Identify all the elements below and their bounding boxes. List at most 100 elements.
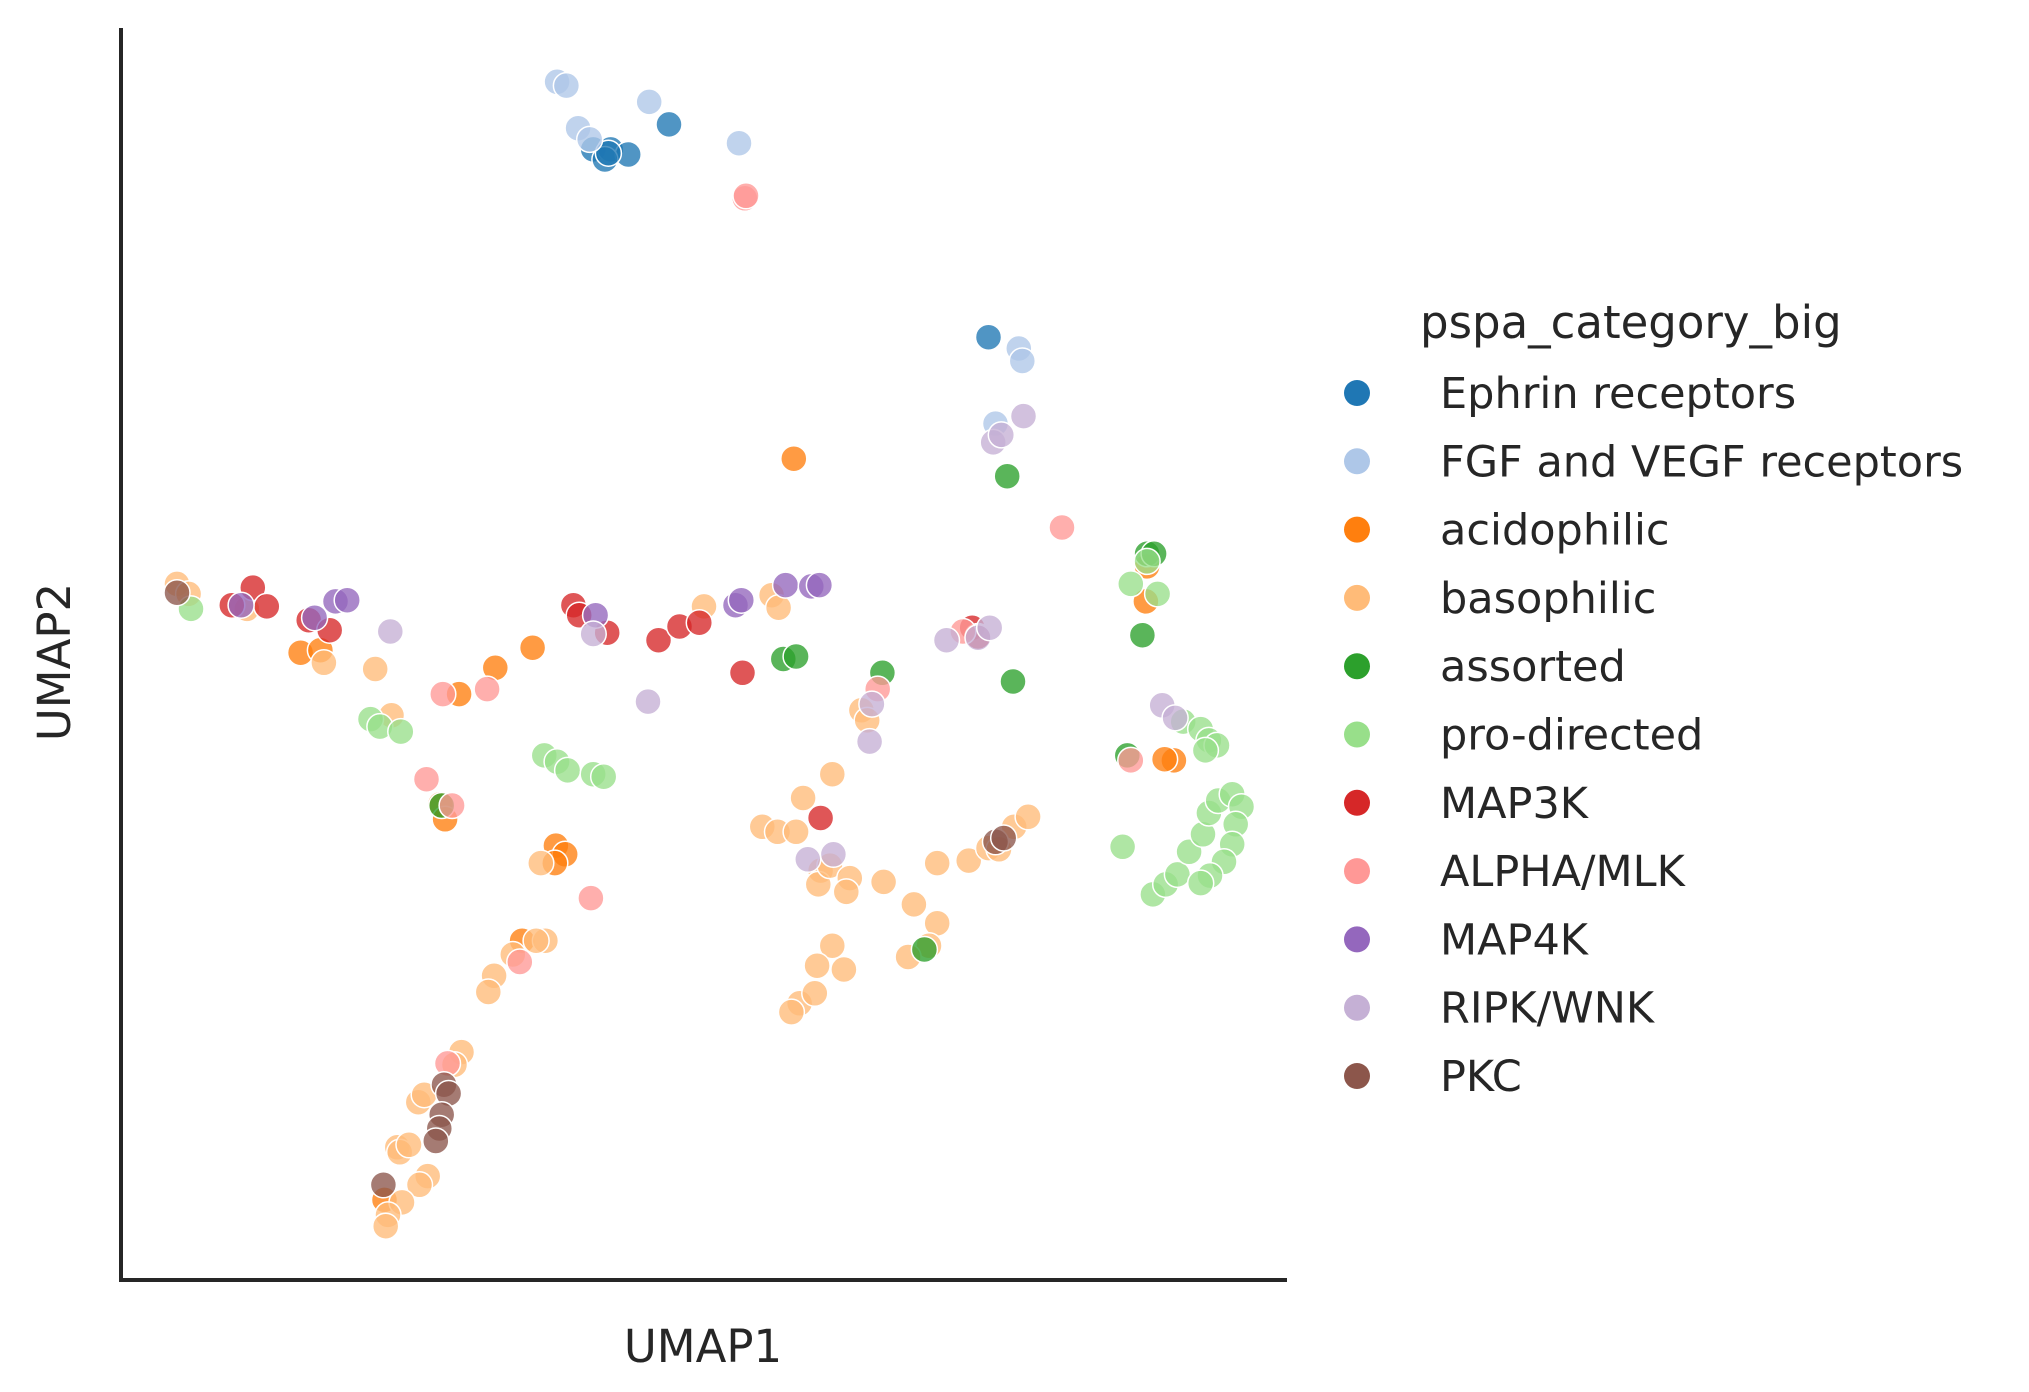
data-point-basophilic-42 xyxy=(474,978,503,1006)
data-point-pro-directed-3 xyxy=(387,717,415,746)
data-point-pkc-8 xyxy=(369,1171,398,1199)
data-point-fgf-and-vegf-receptors-8 xyxy=(575,125,604,154)
data-point-basophilic-34 xyxy=(803,951,831,980)
legend-marker-map3k xyxy=(1344,789,1370,816)
y-axis-label: UMAP2 xyxy=(28,583,81,741)
data-point-assorted-2 xyxy=(1128,621,1157,649)
data-point-pro-directed-11 xyxy=(1143,580,1172,608)
legend-item-acidophilic: acidophilic xyxy=(1344,506,1670,556)
data-point-ephrin-receptors-6 xyxy=(594,139,623,167)
data-point-basophilic-21 xyxy=(869,868,898,896)
data-point-ripk-wnk-10 xyxy=(855,727,884,756)
legend-item-ripk-wnk: RIPK/WNK xyxy=(1344,984,1656,1034)
legend-label-ephrin-receptors: Ephrin receptors xyxy=(1440,369,1796,419)
data-point-basophilic-33 xyxy=(830,955,858,984)
data-point-ripk-wnk-14 xyxy=(1161,704,1189,732)
legend-label-fgf-and-vegf-receptors: FGF and VEGF receptors xyxy=(1440,437,1963,487)
legend-marker-pkc xyxy=(1344,1063,1370,1089)
data-point-basophilic-4 xyxy=(361,655,389,683)
x-axis-label: UMAP1 xyxy=(624,1320,782,1373)
data-point-fgf-and-vegf-receptors-6 xyxy=(1008,347,1037,375)
data-point-alpha-mlk-2 xyxy=(429,680,457,708)
data-point-pkc-7 xyxy=(422,1127,450,1155)
legend-label-map3k: MAP3K xyxy=(1440,779,1590,829)
legend-label-assorted: assorted xyxy=(1440,642,1626,692)
data-point-basophilic-12 xyxy=(789,784,817,812)
data-point-alpha-mlk-6 xyxy=(577,884,605,912)
data-point-fgf-and-vegf-receptors-4 xyxy=(725,129,753,157)
legend-marker-alpha-mlk xyxy=(1344,858,1370,885)
data-point-map3k-2 xyxy=(253,592,281,621)
legend-label-acidophilic: acidophilic xyxy=(1440,506,1670,556)
legend-marker-ephrin-receptors xyxy=(1344,380,1370,406)
data-point-alpha-mlk-4 xyxy=(412,765,441,793)
data-point-acidophilic-0 xyxy=(780,444,808,473)
data-point-ripk-wnk-0 xyxy=(1009,402,1038,430)
data-point-acidophilic-15 xyxy=(1150,745,1179,773)
data-point-ephrin-receptors-4 xyxy=(655,110,683,139)
data-point-acidophilic-1 xyxy=(518,633,547,662)
data-point-assorted-6 xyxy=(999,667,1027,696)
series-pro-directed xyxy=(177,547,1256,909)
legend-item-ephrin-receptors: Ephrin receptors xyxy=(1344,369,1796,419)
data-point-basophilic-36 xyxy=(777,998,806,1026)
data-point-basophilic-28 xyxy=(900,890,928,919)
data-point-pkc-0 xyxy=(163,578,191,607)
legend-label-basophilic: basophilic xyxy=(1440,574,1656,624)
data-point-alpha-mlk-10 xyxy=(1048,513,1076,542)
data-point-assorted-7 xyxy=(993,462,1021,490)
data-point-map3k-12 xyxy=(806,804,835,832)
data-point-ripk-wnk-7 xyxy=(975,613,1004,642)
data-point-ripk-wnk-9 xyxy=(858,690,886,718)
legend-item-pro-directed: pro-directed xyxy=(1344,711,1703,761)
data-point-ripk-wnk-12 xyxy=(794,845,822,874)
data-point-basophilic-37 xyxy=(801,979,829,1008)
legend: pspa_category_big Ephrin receptors FGF an… xyxy=(1344,296,1963,1102)
legend-label-pro-directed: pro-directed xyxy=(1440,711,1703,761)
data-point-basophilic-3 xyxy=(310,649,338,677)
data-point-pro-directed-16 xyxy=(1191,736,1220,765)
data-point-assorted-10 xyxy=(910,935,939,964)
data-point-ripk-wnk-5 xyxy=(634,687,662,716)
data-point-alpha-mlk-12 xyxy=(1117,746,1145,775)
data-point-alpha-mlk-5 xyxy=(438,791,466,820)
legend-item-basophilic: basophilic xyxy=(1344,574,1656,624)
data-point-alpha-mlk-3 xyxy=(473,675,501,703)
data-point-map3k-10 xyxy=(685,608,714,637)
data-point-pro-directed-10 xyxy=(1117,570,1145,598)
data-point-map3k-11 xyxy=(728,659,757,687)
data-point-map4k-3 xyxy=(333,586,361,614)
data-point-pro-directed-8 xyxy=(589,762,618,791)
legend-marker-map4k xyxy=(1344,926,1370,953)
data-point-basophilic-32 xyxy=(818,931,847,960)
series-map4k xyxy=(227,571,834,632)
data-point-ripk-wnk-11 xyxy=(819,840,848,869)
data-point-ripk-wnk-8 xyxy=(932,626,961,654)
data-point-pro-directed-31 xyxy=(1186,869,1215,897)
legend-item-assorted: assorted xyxy=(1344,642,1626,692)
data-point-basophilic-49 xyxy=(395,1131,423,1159)
legend-marker-pro-directed xyxy=(1344,721,1370,748)
legend-marker-basophilic xyxy=(1344,584,1370,611)
data-point-basophilic-22 xyxy=(923,849,951,877)
data-point-pro-directed-6 xyxy=(553,756,582,785)
legend-item-map4k: MAP4K xyxy=(1344,915,1590,965)
series-alpha-mlk xyxy=(412,182,1145,1078)
legend-items: Ephrin receptors FGF and VEGF receptors ac… xyxy=(1344,369,1963,1102)
legend-item-fgf-and-vegf-receptors: FGF and VEGF receptors xyxy=(1344,437,1963,487)
data-point-alpha-mlk-7 xyxy=(506,948,534,976)
data-point-basophilic-27 xyxy=(1014,803,1042,831)
legend-marker-ripk-wnk xyxy=(1344,994,1370,1021)
series-basophilic xyxy=(163,570,1042,1240)
data-point-alpha-mlk-1 xyxy=(732,182,760,210)
legend-label-alpha-mlk: ALPHA/MLK xyxy=(1440,847,1687,897)
legend-item-pkc: PKC xyxy=(1344,1052,1522,1102)
legend-item-map3k: MAP3K xyxy=(1344,779,1590,829)
data-point-basophilic-51 xyxy=(405,1171,434,1199)
legend-item-alpha-mlk: ALPHA/MLK xyxy=(1344,847,1687,897)
legend-title: pspa_category_big xyxy=(1420,296,1842,349)
series-ephrin-receptors xyxy=(579,110,1003,351)
points-layer xyxy=(163,68,1256,1240)
